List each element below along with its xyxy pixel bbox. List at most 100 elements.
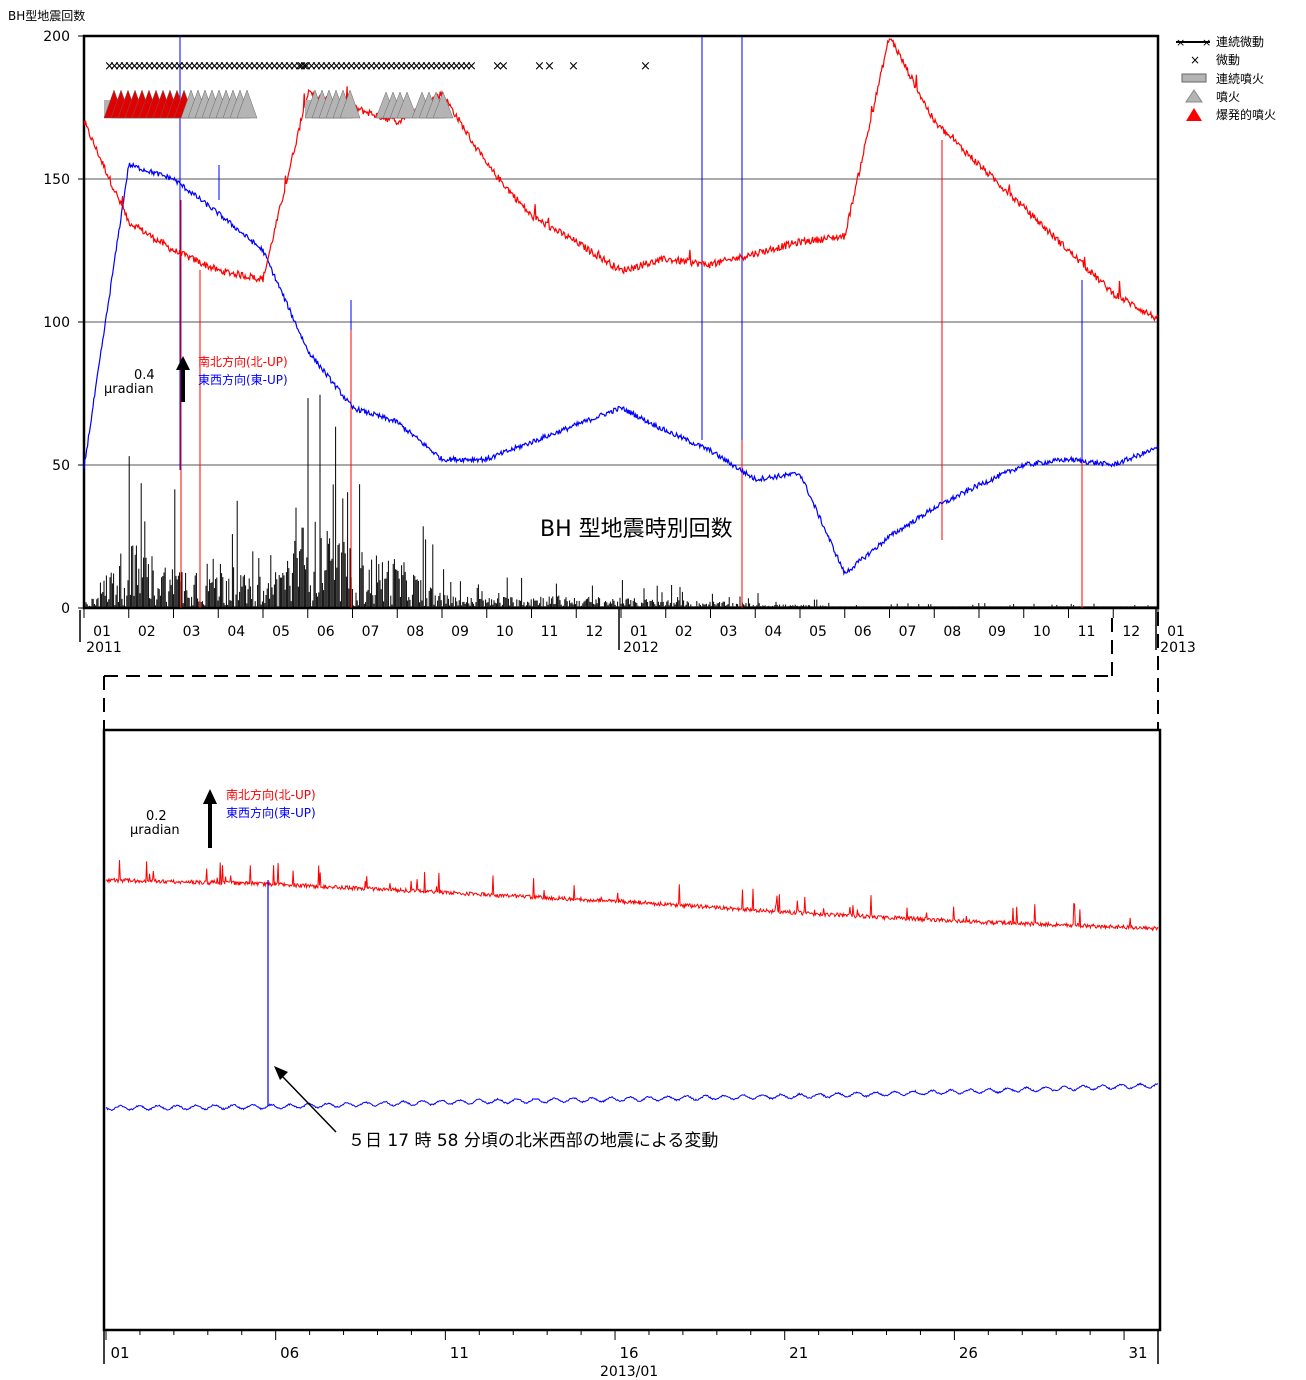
gray-triangle-icon xyxy=(339,89,361,119)
x-tick-label: 08 xyxy=(406,624,424,640)
svg-text:×: × xyxy=(1176,36,1185,49)
red-triangle-icon xyxy=(1186,108,1202,121)
x-mark-icon: × xyxy=(269,59,280,74)
x-tick-label: 11 xyxy=(541,624,559,640)
x-mark-icon: × xyxy=(134,59,145,74)
x-mark-icon: × xyxy=(391,59,402,74)
x-mark-icon: × xyxy=(259,59,270,74)
x-mark-icon: × xyxy=(366,59,377,74)
x-mark-icon: × xyxy=(426,59,437,74)
x-tick-label: 09 xyxy=(988,624,1006,640)
x-mark-icon: × xyxy=(331,59,342,74)
x-tick-label: 12 xyxy=(585,624,603,640)
gray-triangle-icon xyxy=(396,91,418,119)
x-mark-icon: × xyxy=(249,59,260,74)
x-mark-icon: × xyxy=(194,59,205,74)
legend-label: 爆発的噴火 xyxy=(1216,107,1276,122)
legend-item-tremor: × 微動 xyxy=(1190,53,1240,67)
year-label: 2013 xyxy=(1160,640,1196,656)
x-mark-icon: × xyxy=(451,59,462,74)
x-mark-icon: × xyxy=(154,59,165,74)
x-mark-icon: × xyxy=(289,59,300,74)
x-tick-label: 10 xyxy=(496,624,514,640)
gray-triangle-icon xyxy=(1185,89,1203,103)
legend-label: 微動 xyxy=(1216,53,1240,67)
y-tick-label: 0 xyxy=(61,601,70,617)
x-mark-icon: × xyxy=(239,59,250,74)
x-mark-icon: × xyxy=(129,59,140,74)
top-scale-value: 0.4 xyxy=(134,368,155,383)
annotation-arrow xyxy=(274,1066,337,1133)
x-mark-icon: × xyxy=(294,59,305,74)
top-y-axis-title: BH型地震回数 xyxy=(8,8,85,23)
x-mark-icon: × xyxy=(441,59,452,74)
x-mark-icon: × xyxy=(214,59,225,74)
year-label: 2012 xyxy=(623,640,659,656)
gray-triangle-icon xyxy=(432,91,454,119)
svg-text:×: × xyxy=(1202,36,1211,49)
bottom-scale-indicator: 0.2 μradian 南北方向(北-UP) 東西方向(東-UP) xyxy=(130,787,316,848)
x-mark-icon: × xyxy=(234,59,245,74)
x-mark-icon: × xyxy=(640,59,651,74)
x-mark-icon: × xyxy=(104,59,115,74)
bottom-ns-tilt-line xyxy=(105,860,1159,932)
x-mark-icon: × xyxy=(274,59,285,74)
x-mark-icon: × xyxy=(109,59,120,74)
legend-label: 連続噴火 xyxy=(1216,72,1264,86)
tremor-eruption-markers: ××××××××××××××××××××××××××××××××××××××××… xyxy=(103,59,651,119)
top-ew-label: 東西方向(東-UP) xyxy=(198,372,288,387)
x-tick-label: 02 xyxy=(138,624,156,640)
legend-item-explosive-eruption: 爆発的噴火 xyxy=(1186,107,1276,122)
x-mark-icon: × xyxy=(406,59,417,74)
legend-label: 噴火 xyxy=(1216,90,1240,104)
x-mark-icon: × xyxy=(544,59,555,74)
x-mark-icon: × xyxy=(492,59,503,74)
bottom-ew-tilt-line xyxy=(105,1082,1159,1112)
gray-triangle-icon xyxy=(236,89,258,119)
x-mark-icon: × xyxy=(466,59,477,74)
x-tick-label: 07 xyxy=(362,624,380,640)
x-mark-icon: × xyxy=(144,59,155,74)
x-mark-icon: × xyxy=(336,59,347,74)
bottom-scale-value: 0.2 xyxy=(146,809,167,824)
x-mark-icon: × xyxy=(311,59,322,74)
x-mark-icon: × xyxy=(254,59,265,74)
x-mark-icon: × xyxy=(184,59,195,74)
legend-item-continuous-tremor: × × 連続微動 xyxy=(1176,35,1264,49)
x-mark-icon: × xyxy=(421,59,432,74)
x-tick-label: 01 xyxy=(630,624,648,640)
y-tick-label: 50 xyxy=(52,458,70,474)
x-mark-icon: × xyxy=(386,59,397,74)
x-mark-icon: × xyxy=(119,59,130,74)
x-tick-label: 01 xyxy=(1167,624,1185,640)
x-mark-icon: × xyxy=(139,59,150,74)
bottom-ns-label: 南北方向(北-UP) xyxy=(226,787,316,802)
y-tick-label: 150 xyxy=(43,172,70,188)
y-tick-label: 200 xyxy=(43,29,70,45)
x-mark-icon: × xyxy=(321,59,332,74)
x-mark-icon: × xyxy=(306,59,317,74)
x-mark-icon: × xyxy=(326,59,337,74)
x-tick-label: 02 xyxy=(675,624,693,640)
up-arrow-icon xyxy=(176,356,190,370)
x-mark-icon: × xyxy=(346,59,357,74)
x-tick-label: 08 xyxy=(943,624,961,640)
x-mark-icon: × xyxy=(224,59,235,74)
x-mark-icon: × xyxy=(169,59,180,74)
x-mark-icon: × xyxy=(164,59,175,74)
x-tick-label: 06 xyxy=(317,624,335,640)
bottom-x-axis-title: 2013/01 xyxy=(600,1364,658,1380)
x-mark-icon: × xyxy=(376,59,387,74)
x-mark-icon: × xyxy=(456,59,467,74)
x-mark-icon: × xyxy=(534,59,545,74)
legend-item-continuous-eruption: 連続噴火 xyxy=(1181,72,1264,86)
x-mark-icon: × xyxy=(296,59,307,74)
x-mark-icon: × xyxy=(341,59,352,74)
x-mark-icon: × xyxy=(299,59,310,74)
top-grid xyxy=(84,178,1158,466)
x-mark-icon: × xyxy=(244,59,255,74)
x-tick-label: 05 xyxy=(809,624,827,640)
x-mark-icon: × xyxy=(446,59,457,74)
x-mark-icon: × xyxy=(174,59,185,74)
